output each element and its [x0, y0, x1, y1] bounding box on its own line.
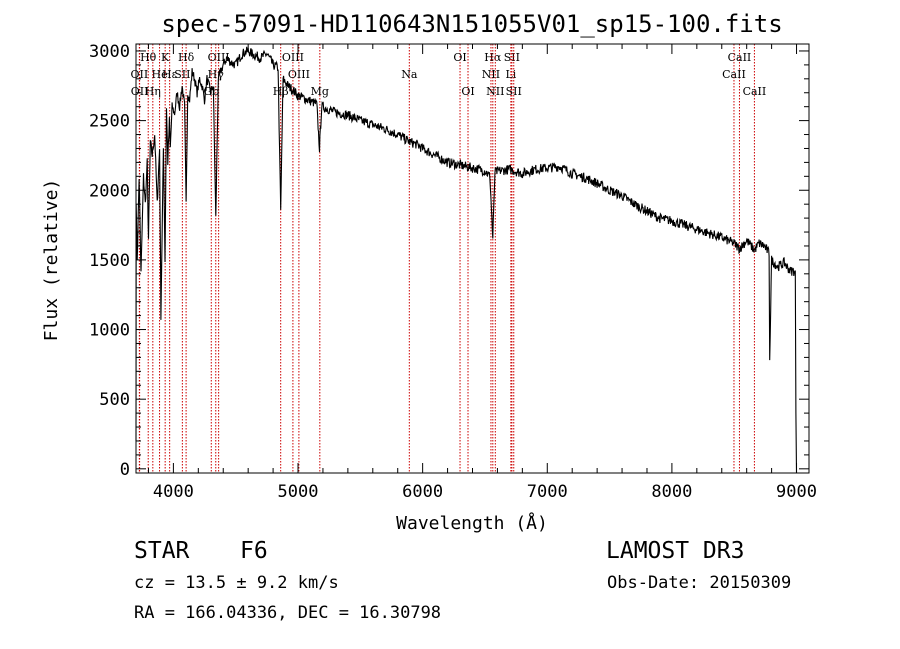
y-tick-label: 2000	[89, 181, 130, 201]
y-tick-label: 2500	[89, 112, 130, 132]
line-label: He	[152, 68, 168, 81]
x-tick-label: 5000	[278, 482, 319, 502]
line-label: NII	[482, 68, 500, 81]
line-label: K	[161, 51, 170, 64]
chart-title: spec-57091-HD110643N151055V01_sp15-100.f…	[161, 10, 782, 38]
x-tick-label: 7000	[527, 482, 568, 502]
line-label: Hε	[162, 68, 178, 81]
line-label: Hη	[145, 85, 161, 98]
line-label: Li	[505, 68, 516, 81]
line-label: OII	[131, 85, 149, 98]
line-label: CaII	[743, 85, 767, 98]
y-tick-label: 1500	[89, 251, 130, 271]
line-label: Hβ	[273, 85, 289, 98]
subclass: F6	[240, 538, 268, 564]
x-tick-label: 4000	[153, 482, 194, 502]
x-axis-label: Wavelength (Å)	[396, 512, 548, 534]
x-tick-label: 8000	[651, 482, 692, 502]
x-tick-label: 9000	[776, 482, 817, 502]
spectrum-line	[135, 46, 798, 474]
plot-frame	[135, 43, 810, 474]
line-label: OIII	[282, 51, 304, 64]
line-label: Hθ	[140, 51, 157, 64]
y-axis-label: Flux (relative)	[41, 179, 62, 342]
line-label: Mg	[311, 85, 329, 98]
line-label: SII	[174, 68, 190, 81]
line-label: Hα	[484, 51, 502, 64]
line-label: OIII	[288, 68, 310, 81]
line-label: CaII	[728, 51, 752, 64]
line-label: NII	[486, 85, 504, 98]
line-label: Na	[401, 68, 418, 81]
redshift-text: cz = 13.5 ± 9.2 km/s	[134, 573, 339, 593]
y-tick-label: 500	[99, 390, 130, 410]
survey-name: LAMOST DR3	[606, 538, 745, 564]
y-tick-label: 3000	[89, 42, 130, 62]
y-tick-label: 0	[120, 460, 130, 480]
line-label: Hδ	[178, 51, 195, 64]
object-type: STAR	[134, 538, 190, 564]
coordinates: RA = 166.04336, DEC = 16.30798	[134, 603, 442, 623]
axes: 4000 5000 6000 7000 8000 9000 0 500 1000 1500 2000…	[89, 42, 817, 502]
line-label: SII	[504, 51, 520, 64]
x-tick-label: 6000	[402, 482, 443, 502]
y-tick-label: 1000	[89, 321, 130, 341]
obs-date: Obs-Date: 20150309	[607, 573, 792, 593]
line-label: SII	[506, 85, 522, 98]
line-label: CaII	[722, 68, 746, 81]
line-label: OI	[453, 51, 466, 64]
line-label: OI	[461, 85, 474, 98]
